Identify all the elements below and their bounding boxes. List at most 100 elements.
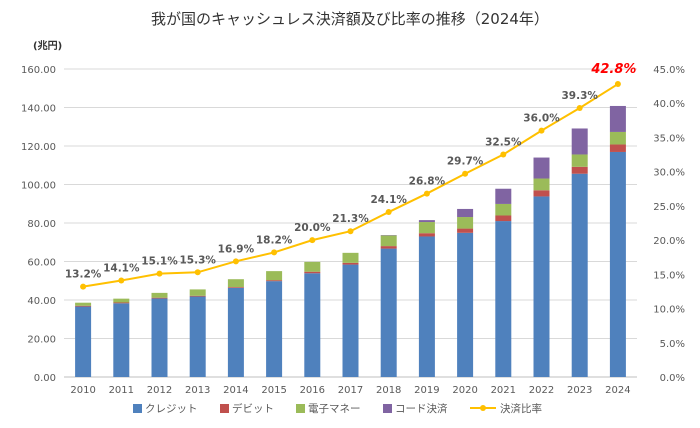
ratio-label: 21.3% [332,213,369,225]
ratio-line [80,81,621,290]
legend-label: コード決済 [395,402,448,415]
x-tick-label: 2012 [147,385,172,396]
bar-segment [113,303,130,377]
bar-segment [266,280,283,282]
bar-segment [418,236,435,377]
bar-segment [380,235,397,247]
legend-label: クレジット [145,403,198,415]
y2-tick-label: 30.0% [653,168,685,179]
legend-label: デビット [232,402,274,415]
bar-segment [304,261,321,272]
bar-segment [571,166,588,174]
ratio-point [614,81,621,88]
bar-segment [457,208,474,218]
ratio-point [194,269,201,276]
bar-segment [571,173,588,377]
ratio-point [347,228,354,235]
bar-segment [533,190,550,197]
y2-tick-label: 45.0% [653,65,685,76]
bar-segment [609,151,626,377]
ratio-point [309,237,316,244]
bar-segment [342,252,359,263]
bar-segment [189,289,206,296]
y-tick-label: 80.00 [27,219,56,230]
bar-segment [151,298,168,377]
ratio-point [385,209,392,216]
bar-segment [457,232,474,377]
bar-segment [457,217,474,229]
bar-segment [304,273,321,377]
x-tick-label: 2013 [185,385,210,396]
y-tick-label: 140.00 [21,104,56,115]
legend-swatch [383,404,392,413]
bar-segment [418,233,435,237]
y-tick-label: 60.00 [27,258,56,269]
bar-segment [227,279,244,288]
y2-tick-label: 10.0% [653,305,685,316]
bar-segment [533,157,550,179]
bar-segment [151,297,168,299]
bar-segment [457,228,474,233]
ratio-label: 26.8% [409,176,446,188]
y-tick-label: 100.00 [21,181,56,192]
y2-tick-label: 40.0% [653,99,685,110]
ratio-point [118,277,125,284]
x-tick-label: 2023 [567,385,592,396]
x-tick-label: 2024 [605,385,630,396]
ratio-point [232,258,239,265]
ratio-label: 13.2% [65,269,102,281]
bar-segment [189,296,206,377]
chart-title: 我が国のキャッシュレス決済額及び比率の推移（2024年） [151,10,549,28]
x-tick-label: 2022 [529,385,554,396]
y2-tick-label: 0.0% [660,373,685,384]
bar-segment [227,287,244,288]
ratio-label: 24.1% [370,194,407,206]
bar-segment [113,302,130,304]
bar-segment [75,302,92,306]
ratio-label: 42.8% [590,62,636,77]
ratio-label: 15.3% [179,254,216,266]
legend: クレジット デビット 電子マネー コード決済 決済比率 [133,402,542,415]
y-tick-label: 20.00 [27,335,56,346]
ratio-label: 32.5% [485,137,522,149]
ratio-point [500,151,507,158]
x-tick-label: 2017 [338,385,363,396]
x-tick-label: 2016 [300,385,325,396]
bar-segment [304,271,321,274]
ratio-point [538,127,545,134]
bar-segment [75,306,92,377]
y2-tick-label: 15.0% [653,270,685,281]
x-tick-label: 2015 [261,385,286,396]
ratio-label: 39.3% [561,90,598,102]
legend-line-marker [480,405,486,411]
bar-segment [571,128,588,155]
bar-segment [533,196,550,377]
bar-segment [151,292,168,298]
x-tick-label: 2020 [452,385,477,396]
legend-swatch [296,404,305,413]
y-tick-label: 120.00 [21,142,56,153]
y-tick-label: 0.00 [34,373,56,384]
y2-tick-label: 25.0% [653,202,685,213]
y-tick-label: 160.00 [21,65,56,76]
bar-segment [609,105,626,132]
y2-tick-label: 20.0% [653,236,685,247]
axes: 0.00 20.00 40.00 60.00 80.00 100.00 120.00 140.… [21,65,685,396]
legend-swatch [220,404,229,413]
y-axis-unit-label: (兆円) [33,39,62,52]
y-tick-label: 40.00 [27,296,56,307]
bar-segment [380,248,397,377]
data-labels: 13.2%14.1%15.1% 15.3%16.9%18.2%20.0%21.3%… [65,62,637,281]
bar-segment [533,178,550,191]
bar-segment [113,298,130,303]
bar-segment [380,246,397,249]
legend-label: 電子マネー [308,403,361,415]
x-tick-label: 2014 [223,385,248,396]
bar-segment [609,144,626,152]
bar-segment [609,131,626,145]
ratio-point [156,270,163,277]
ratio-label: 36.0% [523,113,560,125]
legend-label: 決済比率 [500,402,542,415]
bar-segment [418,220,435,223]
bar-segment [418,222,435,234]
